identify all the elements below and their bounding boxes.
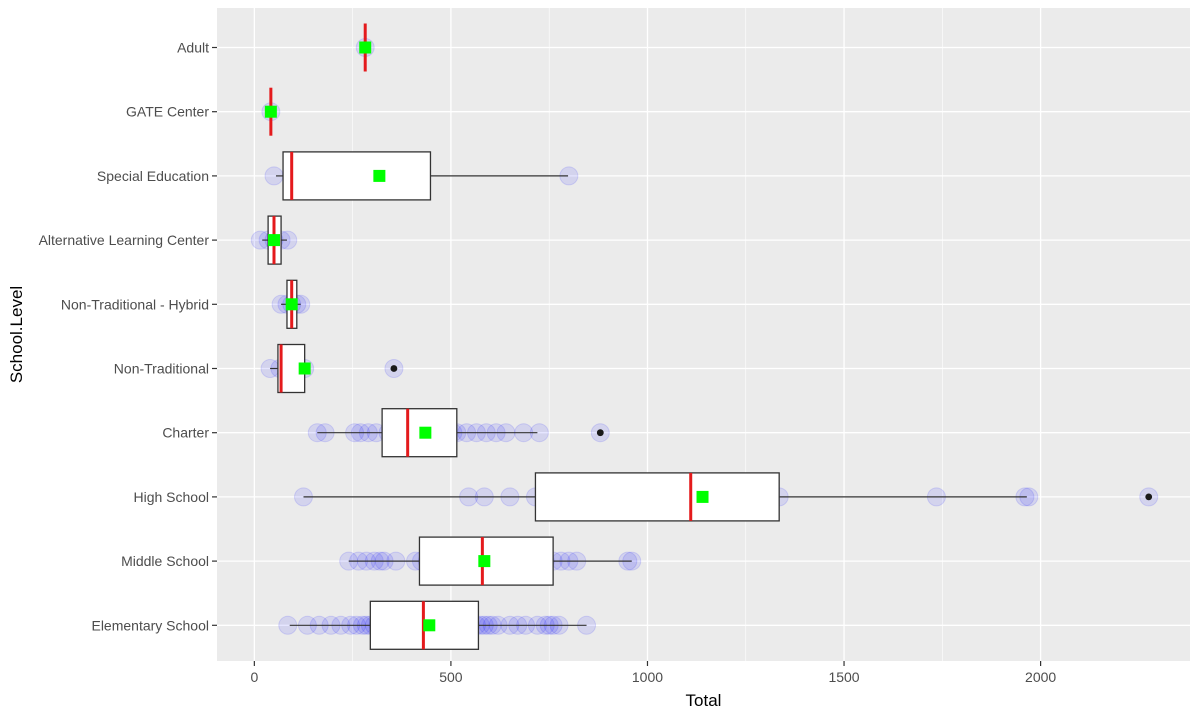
y-tick-label: Special Education — [97, 168, 209, 184]
mean-marker — [423, 619, 436, 632]
y-tick-label: GATE Center — [126, 104, 209, 120]
mean-marker — [359, 41, 372, 54]
outlier-point — [596, 429, 604, 437]
mean-marker — [373, 169, 386, 182]
y-tick-label: Charter — [162, 425, 209, 441]
x-tick-label: 500 — [439, 669, 463, 685]
mean-marker — [285, 298, 298, 311]
y-tick-label: Non-Traditional - Hybrid — [61, 296, 209, 312]
x-tick-label: 1000 — [632, 669, 663, 685]
box — [282, 151, 432, 201]
y-axis-title: School.Level — [7, 286, 26, 383]
y-tick-label: Middle School — [121, 553, 209, 569]
plot-panel — [217, 8, 1190, 661]
x-tick-label: 0 — [250, 669, 258, 685]
outlier-point — [390, 365, 398, 372]
mean-marker — [478, 555, 491, 568]
x-tick-label: 2000 — [1025, 669, 1056, 685]
mean-marker — [696, 490, 709, 503]
grid-layer — [217, 8, 1190, 661]
y-tick-label: Adult — [177, 40, 209, 56]
y-tick-label: Non-Traditional — [114, 361, 209, 377]
outlier-point — [1145, 493, 1153, 501]
mean-marker — [419, 426, 432, 439]
x-axis-title: Total — [686, 691, 722, 710]
x-axis: 0 500 1000 1500 2000 — [250, 661, 1056, 685]
box-layer — [262, 23, 1153, 650]
y-axis: Elementary School Middle School High Schoo… — [39, 40, 217, 633]
x-tick-label: 1500 — [828, 669, 859, 685]
mean-marker — [268, 234, 281, 247]
y-tick-label: High School — [134, 489, 210, 505]
y-tick-label: Alternative Learning Center — [39, 232, 210, 248]
mean-marker — [264, 105, 277, 118]
mean-marker — [298, 362, 311, 375]
y-tick-label: Elementary School — [91, 617, 209, 633]
box — [534, 472, 780, 522]
